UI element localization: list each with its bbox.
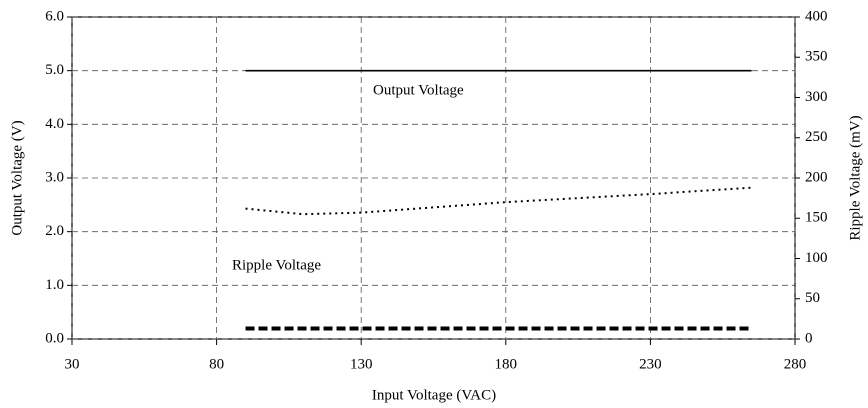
x-tick-label: 280: [784, 356, 807, 372]
annotation: Ripple Voltage: [232, 257, 321, 273]
x-tick-label: 130: [350, 356, 373, 372]
x-tick-label: 30: [65, 356, 80, 372]
x-tick-label: 180: [495, 356, 518, 372]
y-tick-label: 1.0: [45, 277, 64, 293]
y-tick-label: 0.0: [45, 330, 64, 346]
y2-tick-label: 350: [805, 49, 828, 65]
y-tick-label: 5.0: [45, 62, 64, 78]
x-tick-label: 80: [209, 356, 224, 372]
y-axis-label: Output Voltage (V): [9, 120, 25, 235]
y-tick-label: 3.0: [45, 169, 64, 185]
y2-tick-label: 300: [805, 89, 828, 105]
series-line: [245, 186, 752, 216]
y-tick-label: 4.0: [45, 116, 64, 132]
y2-tick-label: 150: [805, 210, 828, 226]
y-tick-label: 2.0: [45, 223, 64, 239]
y2-tick-label: 250: [805, 129, 828, 145]
x-tick-label: 230: [639, 356, 662, 372]
y2-tick-label: 50: [805, 290, 820, 306]
y2-tick-label: 200: [805, 169, 828, 185]
x-axis-label: Input Voltage (VAC): [372, 387, 496, 403]
y-tick-label: 6.0: [45, 8, 64, 24]
y2-tick-label: 400: [805, 8, 828, 24]
y2-axis-label: Ripple Voltage (mV): [847, 115, 863, 240]
annotation: Output Voltage: [373, 82, 464, 98]
y2-tick-label: 100: [805, 250, 828, 266]
y2-tick-label: 0: [805, 330, 813, 346]
